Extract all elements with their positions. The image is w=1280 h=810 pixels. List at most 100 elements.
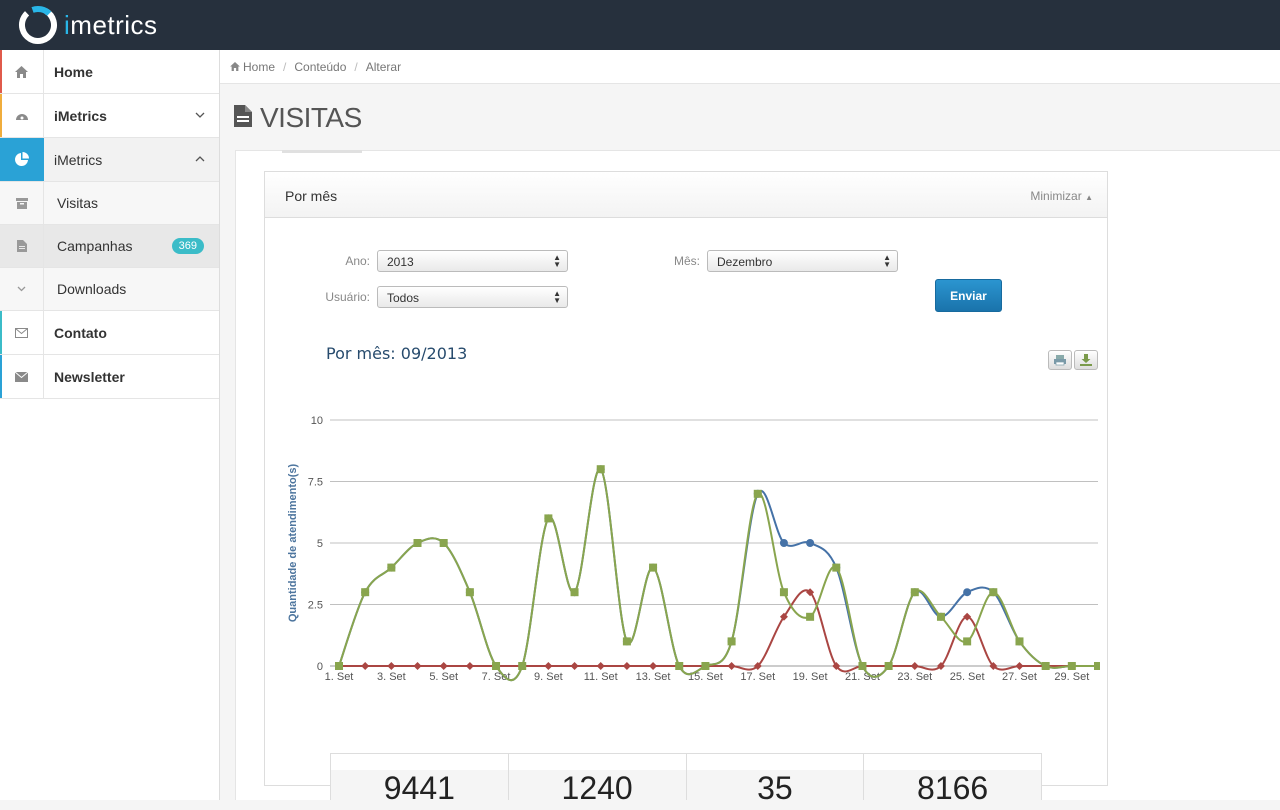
- data-point: [753, 662, 762, 670]
- data-point: [910, 588, 919, 597]
- sidebar-item-home[interactable]: Home: [0, 50, 219, 94]
- export-button[interactable]: [1074, 350, 1098, 370]
- data-point: [989, 588, 998, 597]
- stat-cell: 1240: [508, 754, 687, 810]
- data-point: [492, 662, 501, 670]
- data-point: [910, 662, 919, 670]
- stat-value: 8166: [864, 770, 1041, 810]
- x-tick-label: 27. Set: [1002, 671, 1037, 683]
- data-point: [989, 662, 998, 670]
- series-line: [339, 589, 1098, 673]
- dashboard-icon: [0, 94, 44, 137]
- y-tick-label: 5: [317, 538, 323, 550]
- x-tick-label: 19. Set: [793, 671, 828, 683]
- sidebar-item-newsletter[interactable]: Newsletter: [0, 355, 219, 399]
- breadcrumb-item[interactable]: Conteúdo: [294, 59, 347, 74]
- select-arrows-icon: ▲ ▼: [553, 253, 561, 269]
- app-logo[interactable]: imetrics: [18, 5, 158, 45]
- usuario-select[interactable]: Todos ▲ ▼: [377, 286, 568, 308]
- y-axis-label: Quantidade de atendimento(s): [287, 464, 299, 623]
- data-point: [963, 637, 972, 646]
- y-tick-label: 7.5: [308, 477, 323, 489]
- stat-value: 35: [686, 770, 864, 810]
- chevron-down-icon: [195, 109, 205, 121]
- chevron-down-icon: [0, 268, 44, 310]
- sidebar-item-label: Newsletter: [54, 368, 125, 385]
- mes-select[interactable]: Dezembro ▲ ▼: [707, 250, 898, 272]
- x-tick-label: 5. Set: [429, 671, 458, 683]
- envelope-outline-icon: [0, 311, 44, 354]
- enviar-button[interactable]: Enviar: [935, 279, 1002, 312]
- chart-title: Por mês: 09/2013: [326, 344, 468, 363]
- sidebar-item-imetrics[interactable]: iMetrics: [0, 94, 219, 138]
- stat-cell: 8166: [864, 754, 1041, 810]
- data-point: [596, 662, 605, 670]
- data-point: [622, 662, 631, 670]
- accent-bar: [0, 94, 2, 137]
- y-tick-label: 0: [317, 661, 323, 673]
- data-point: [806, 588, 815, 597]
- data-point: [727, 637, 736, 646]
- sidebar-item-imetrics-active[interactable]: iMetrics: [0, 138, 219, 182]
- y-tick-label: 10: [311, 415, 323, 427]
- stat-cell: 35: [686, 754, 865, 810]
- data-point: [361, 662, 370, 670]
- breadcrumb-home[interactable]: Home: [243, 59, 276, 74]
- envelope-icon: [0, 355, 44, 398]
- sidebar-subitem-label: Downloads: [57, 281, 127, 297]
- sidebar-item-contato[interactable]: Contato: [0, 311, 219, 355]
- page-title-text: VISITAS: [260, 102, 362, 133]
- data-point: [753, 489, 762, 498]
- y-tick-label: 2.5: [308, 600, 323, 612]
- sidebar-item-label: Contato: [54, 324, 107, 341]
- data-point: [1015, 637, 1024, 646]
- data-point: [1041, 662, 1050, 670]
- sidebar-subitem-label: Visitas: [57, 195, 98, 211]
- data-point: [465, 662, 474, 670]
- x-tick-label: 17. Set: [740, 671, 775, 683]
- data-point: [413, 662, 422, 670]
- print-button[interactable]: [1048, 350, 1072, 370]
- data-point: [649, 662, 658, 670]
- ano-label: Ano:: [345, 254, 370, 268]
- accent-bar: [0, 355, 2, 398]
- stats-bar: 9441 1240 35 8166: [330, 753, 1042, 810]
- sidebar-item-label: iMetrics: [54, 107, 107, 124]
- sidebar-subitem-downloads[interactable]: Downloads: [0, 268, 219, 311]
- data-point: [884, 662, 893, 670]
- data-point: [413, 539, 422, 547]
- download-icon: [1080, 354, 1092, 366]
- sidebar-subitem-campanhas[interactable]: Campanhas 369: [0, 225, 219, 268]
- x-tick-label: 9. Set: [534, 671, 563, 683]
- archive-icon: [0, 182, 44, 224]
- logo-ring-icon: [19, 6, 57, 44]
- stat-value: 1240: [508, 770, 686, 810]
- data-point: [596, 465, 605, 474]
- sidebar-subitem-visitas[interactable]: Visitas: [0, 182, 219, 225]
- data-point: [806, 612, 815, 621]
- stat-cell: 9441: [331, 754, 509, 810]
- data-point: [335, 662, 343, 670]
- data-point: [1015, 662, 1024, 670]
- data-point: [439, 539, 448, 547]
- select-arrows-icon: ▲ ▼: [883, 253, 891, 269]
- data-point: [649, 563, 658, 572]
- breadcrumb: Home / Conteúdo / Alterar: [220, 50, 1280, 84]
- minimize-button[interactable]: Minimizar ▲: [1030, 189, 1093, 203]
- home-icon: [0, 50, 44, 93]
- x-tick-label: 11. Set: [584, 671, 618, 683]
- x-tick-label: 3. Set: [377, 671, 406, 683]
- data-point: [544, 514, 553, 523]
- data-point: [387, 662, 396, 670]
- x-tick-label: 15. Set: [688, 671, 723, 683]
- data-point: [622, 637, 631, 646]
- data-point: [1094, 662, 1100, 670]
- chevron-up-icon: [195, 153, 205, 165]
- sidebar: Home iMetrics iMetrics Visitas Campanhas…: [0, 50, 220, 800]
- stat-value: 9441: [331, 770, 508, 810]
- ano-select[interactable]: 2013 ▲ ▼: [377, 250, 568, 272]
- print-icon: [1054, 355, 1066, 366]
- data-point: [779, 612, 788, 621]
- mes-label: Mês:: [673, 254, 700, 268]
- panel-header: Por mês Minimizar ▲: [265, 172, 1107, 218]
